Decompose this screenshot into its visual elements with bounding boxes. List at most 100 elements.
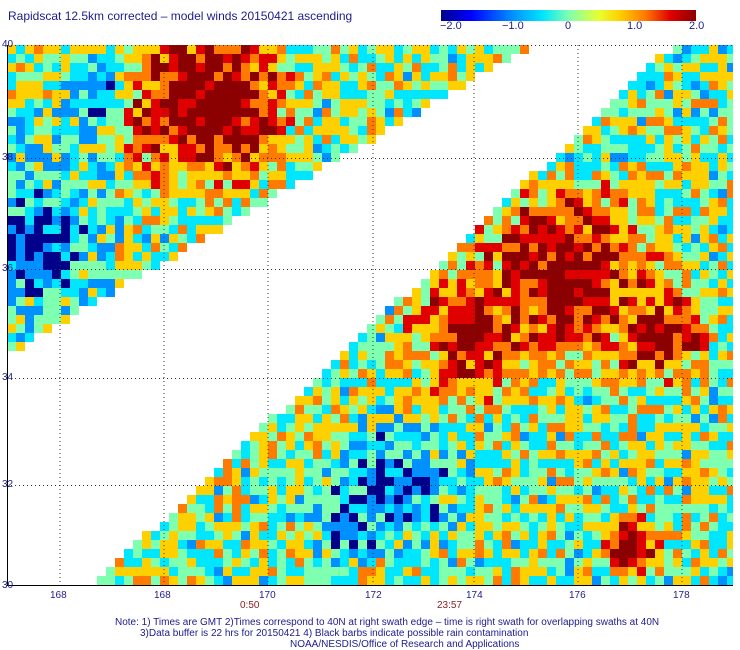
- wind-diff-cell: [133, 63, 142, 72]
- wind-diff-cell: [592, 477, 601, 486]
- wind-diff-cell: [700, 90, 709, 99]
- wind-diff-cell: [250, 486, 259, 495]
- wind-diff-cell: [565, 549, 574, 558]
- wind-diff-cell: [88, 63, 97, 72]
- wind-diff-cell: [43, 153, 52, 162]
- wind-diff-cell: [727, 135, 733, 144]
- wind-diff-cell: [196, 198, 205, 207]
- wind-diff-cell: [457, 531, 466, 540]
- wind-diff-cell: [358, 441, 367, 450]
- wind-diff-cell: [61, 108, 70, 117]
- wind-diff-cell: [457, 387, 466, 396]
- lon-label: 170: [259, 590, 276, 601]
- wind-diff-cell: [610, 558, 619, 567]
- wind-diff-cell: [349, 432, 358, 441]
- wind-diff-cell: [331, 495, 340, 504]
- wind-diff-cell: [223, 459, 232, 468]
- wind-diff-cell: [412, 90, 421, 99]
- wind-diff-cell: [637, 99, 646, 108]
- wind-diff-cell: [511, 360, 520, 369]
- wind-diff-cell: [61, 72, 70, 81]
- wind-diff-cell: [592, 333, 601, 342]
- wind-diff-cell: [583, 153, 592, 162]
- wind-diff-cell: [331, 81, 340, 90]
- wind-diff-cell: [286, 576, 295, 585]
- wind-diff-cell: [691, 477, 700, 486]
- wind-diff-cell: [637, 387, 646, 396]
- wind-diff-cell: [682, 54, 691, 63]
- wind-diff-cell: [124, 567, 133, 576]
- wind-diff-cell: [583, 180, 592, 189]
- wind-diff-cell: [358, 567, 367, 576]
- wind-diff-cell: [457, 495, 466, 504]
- wind-diff-cell: [457, 333, 466, 342]
- wind-diff-cell: [7, 63, 16, 72]
- wind-diff-cell: [628, 360, 637, 369]
- wind-diff-cell: [457, 486, 466, 495]
- wind-diff-cell: [115, 108, 124, 117]
- wind-diff-cell: [376, 360, 385, 369]
- wind-diff-cell: [304, 108, 313, 117]
- wind-diff-cell: [709, 576, 718, 585]
- wind-diff-cell: [727, 207, 733, 216]
- wind-diff-cell: [493, 549, 502, 558]
- wind-diff-cell: [502, 360, 511, 369]
- wind-diff-cell: [583, 306, 592, 315]
- wind-diff-cell: [430, 558, 439, 567]
- lat-label: 36: [2, 263, 14, 274]
- wind-diff-cell: [583, 198, 592, 207]
- wind-diff-cell: [574, 540, 583, 549]
- wind-diff-cell: [430, 72, 439, 81]
- wind-diff-cell: [421, 306, 430, 315]
- wind-diff-cell: [727, 576, 733, 585]
- wind-diff-cell: [214, 117, 223, 126]
- wind-diff-cell: [646, 504, 655, 513]
- wind-diff-cell: [421, 324, 430, 333]
- wind-diff-cell: [313, 540, 322, 549]
- wind-diff-cell: [628, 216, 637, 225]
- wind-diff-cell: [16, 81, 25, 90]
- wind-diff-cell: [241, 549, 250, 558]
- wind-diff-cell: [619, 414, 628, 423]
- wind-diff-cell: [610, 126, 619, 135]
- wind-diff-cell: [709, 306, 718, 315]
- wind-diff-cell: [592, 342, 601, 351]
- wind-diff-cell: [664, 252, 673, 261]
- wind-diff-cell: [16, 315, 25, 324]
- wind-diff-cell: [106, 189, 115, 198]
- wind-diff-cell: [709, 288, 718, 297]
- wind-diff-cell: [61, 126, 70, 135]
- wind-diff-cell: [70, 198, 79, 207]
- wind-diff-cell: [403, 477, 412, 486]
- wind-diff-cell: [268, 540, 277, 549]
- wind-diff-cell: [448, 315, 457, 324]
- wind-diff-cell: [601, 477, 610, 486]
- wind-diff-cell: [691, 576, 700, 585]
- lat-label: 30: [2, 580, 14, 591]
- wind-diff-cell: [160, 171, 169, 180]
- wind-diff-cell: [322, 459, 331, 468]
- wind-diff-cell: [322, 423, 331, 432]
- wind-diff-cell: [358, 504, 367, 513]
- wind-diff-cell: [466, 279, 475, 288]
- wind-diff-cell: [376, 351, 385, 360]
- wind-diff-cell: [142, 234, 151, 243]
- wind-diff-cell: [529, 360, 538, 369]
- wind-diff-cell: [592, 432, 601, 441]
- wind-diff-cell: [358, 369, 367, 378]
- wind-diff-cell: [34, 117, 43, 126]
- wind-diff-cell: [421, 387, 430, 396]
- wind-diff-cell: [655, 126, 664, 135]
- wind-diff-cell: [655, 540, 664, 549]
- wind-diff-cell: [358, 414, 367, 423]
- wind-diff-cell: [232, 153, 241, 162]
- wind-diff-cell: [655, 54, 664, 63]
- wind-diff-cell: [421, 549, 430, 558]
- wind-diff-cell: [403, 342, 412, 351]
- wind-diff-cell: [25, 225, 34, 234]
- wind-diff-cell: [322, 99, 331, 108]
- wind-diff-cell: [673, 306, 682, 315]
- wind-diff-cell: [403, 522, 412, 531]
- wind-diff-cell: [412, 414, 421, 423]
- wind-diff-cell: [718, 252, 727, 261]
